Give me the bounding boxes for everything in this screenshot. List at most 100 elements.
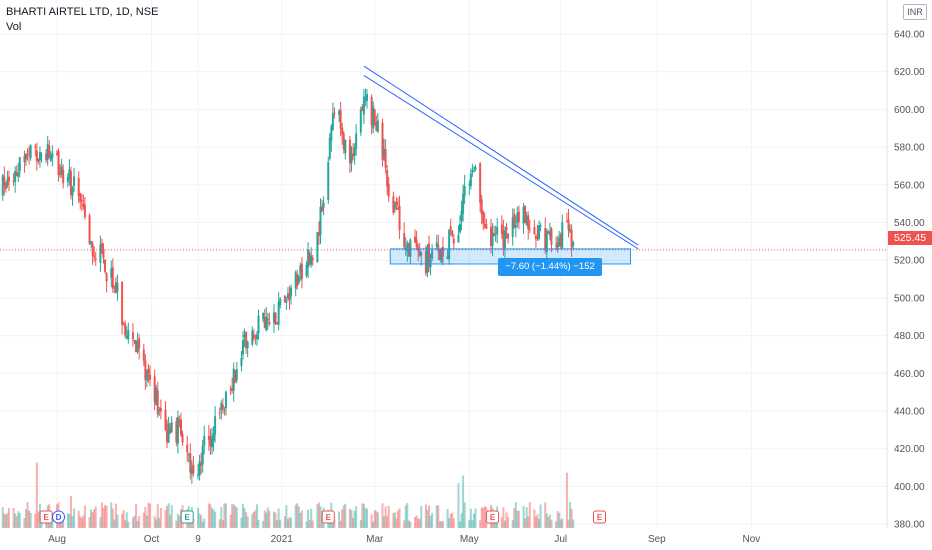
- volume-bar: [513, 508, 516, 528]
- candle-body: [462, 194, 465, 214]
- candle-body: [339, 110, 342, 129]
- volume-bar: [37, 511, 40, 528]
- candle-body: [246, 341, 249, 349]
- volume-bar: [49, 519, 52, 528]
- volume-bar: [71, 516, 74, 528]
- volume-legend-label[interactable]: Vol: [6, 21, 22, 33]
- volume-bar: [507, 516, 510, 528]
- volume-bar: [176, 513, 179, 528]
- candle-body: [503, 230, 506, 249]
- volume-bar: [229, 514, 232, 528]
- volume-bar: [381, 503, 384, 528]
- candle-body: [398, 205, 401, 230]
- volume-bar: [34, 513, 37, 528]
- volume-bar: [131, 517, 134, 528]
- candle-body: [147, 368, 150, 374]
- candle-body: [297, 276, 300, 283]
- candle-body: [90, 241, 93, 245]
- volume-bar: [352, 517, 355, 528]
- candle-body: [494, 233, 497, 235]
- volume-bar: [296, 503, 299, 528]
- candle-body: [392, 196, 395, 213]
- x-tick-label: Jul: [554, 534, 567, 545]
- volume-bar: [359, 519, 362, 528]
- candle-body: [231, 388, 234, 392]
- volume-bar: [493, 519, 496, 528]
- candle-body: [79, 193, 82, 202]
- volume-bar: [474, 508, 477, 528]
- volume-bar: [94, 506, 97, 528]
- volume-bar: [438, 521, 441, 528]
- volume-bar: [397, 510, 399, 528]
- candle-body: [361, 106, 364, 112]
- candle-body: [240, 358, 243, 366]
- y-tick-label: 480.00: [894, 331, 925, 342]
- candle-body: [463, 185, 466, 196]
- volume-bar: [29, 512, 32, 528]
- volume-bar: [446, 509, 449, 528]
- candle-body: [266, 318, 269, 321]
- candle-body: [393, 205, 396, 210]
- volume-bar: [366, 508, 368, 528]
- chart-grid: [0, 0, 887, 528]
- volume-bar: [353, 510, 356, 528]
- volume-bar: [536, 514, 539, 528]
- volume-bar: [167, 503, 170, 528]
- y-tick-label: 460.00: [894, 369, 925, 380]
- candle-body: [229, 389, 232, 391]
- candle-body: [149, 374, 151, 380]
- volume-bar: [415, 515, 418, 528]
- volume-bar: [565, 472, 568, 528]
- volume-bar: [462, 475, 465, 528]
- candle-body: [307, 249, 310, 268]
- candle-body: [176, 417, 179, 444]
- dividend-event-marker: [52, 510, 66, 524]
- volume-bar: [153, 516, 156, 528]
- candle-body: [555, 245, 558, 247]
- volume-bar: [556, 511, 559, 528]
- volume-bar: [469, 508, 472, 528]
- volume-bar: [169, 514, 172, 528]
- candle-body: [17, 171, 20, 177]
- event-marker-letter: E: [43, 513, 49, 522]
- candle-body: [113, 285, 116, 287]
- candle-body: [296, 274, 299, 287]
- volume-bar: [266, 507, 269, 528]
- volume-bar: [240, 517, 243, 528]
- volume-bar: [285, 505, 288, 528]
- candle-body: [479, 163, 482, 203]
- volume-bar: [395, 518, 398, 528]
- volume-bar: [511, 519, 514, 528]
- volume-bar: [414, 517, 417, 528]
- candle-body: [567, 219, 570, 230]
- volume-bar: [384, 506, 387, 528]
- volume-bar: [28, 510, 31, 528]
- currency-badge[interactable]: INR: [903, 4, 927, 20]
- candle-body: [221, 404, 224, 409]
- symbol-title[interactable]: BHARTI AIRTEL LTD, 1D, NSE: [6, 6, 159, 18]
- candle-body: [500, 224, 503, 234]
- time-axis: Aug Oct 9 2021 Mar May Jul Sep Nov: [0, 528, 932, 550]
- candle-body: [218, 412, 221, 414]
- volume-bar: [235, 507, 238, 528]
- volume-bar: [69, 496, 72, 528]
- volume-bar: [104, 504, 107, 528]
- volume-bar: [83, 505, 86, 528]
- volume-bar: [406, 503, 409, 528]
- volume-bar: [1, 507, 4, 528]
- candle-body: [25, 153, 27, 159]
- candle-body: [189, 453, 192, 473]
- candlestick-series: [1, 88, 575, 484]
- candle-body: [451, 230, 454, 236]
- volume-bar: [308, 519, 311, 528]
- volume-bar: [338, 511, 341, 528]
- candle-body: [428, 243, 430, 265]
- volume-bar: [149, 503, 151, 528]
- candle-body: [131, 332, 134, 340]
- candle-body: [180, 419, 182, 435]
- volume-bar: [116, 514, 119, 528]
- candle-body: [460, 211, 463, 221]
- volume-bar: [286, 519, 289, 528]
- candle-body: [255, 334, 258, 340]
